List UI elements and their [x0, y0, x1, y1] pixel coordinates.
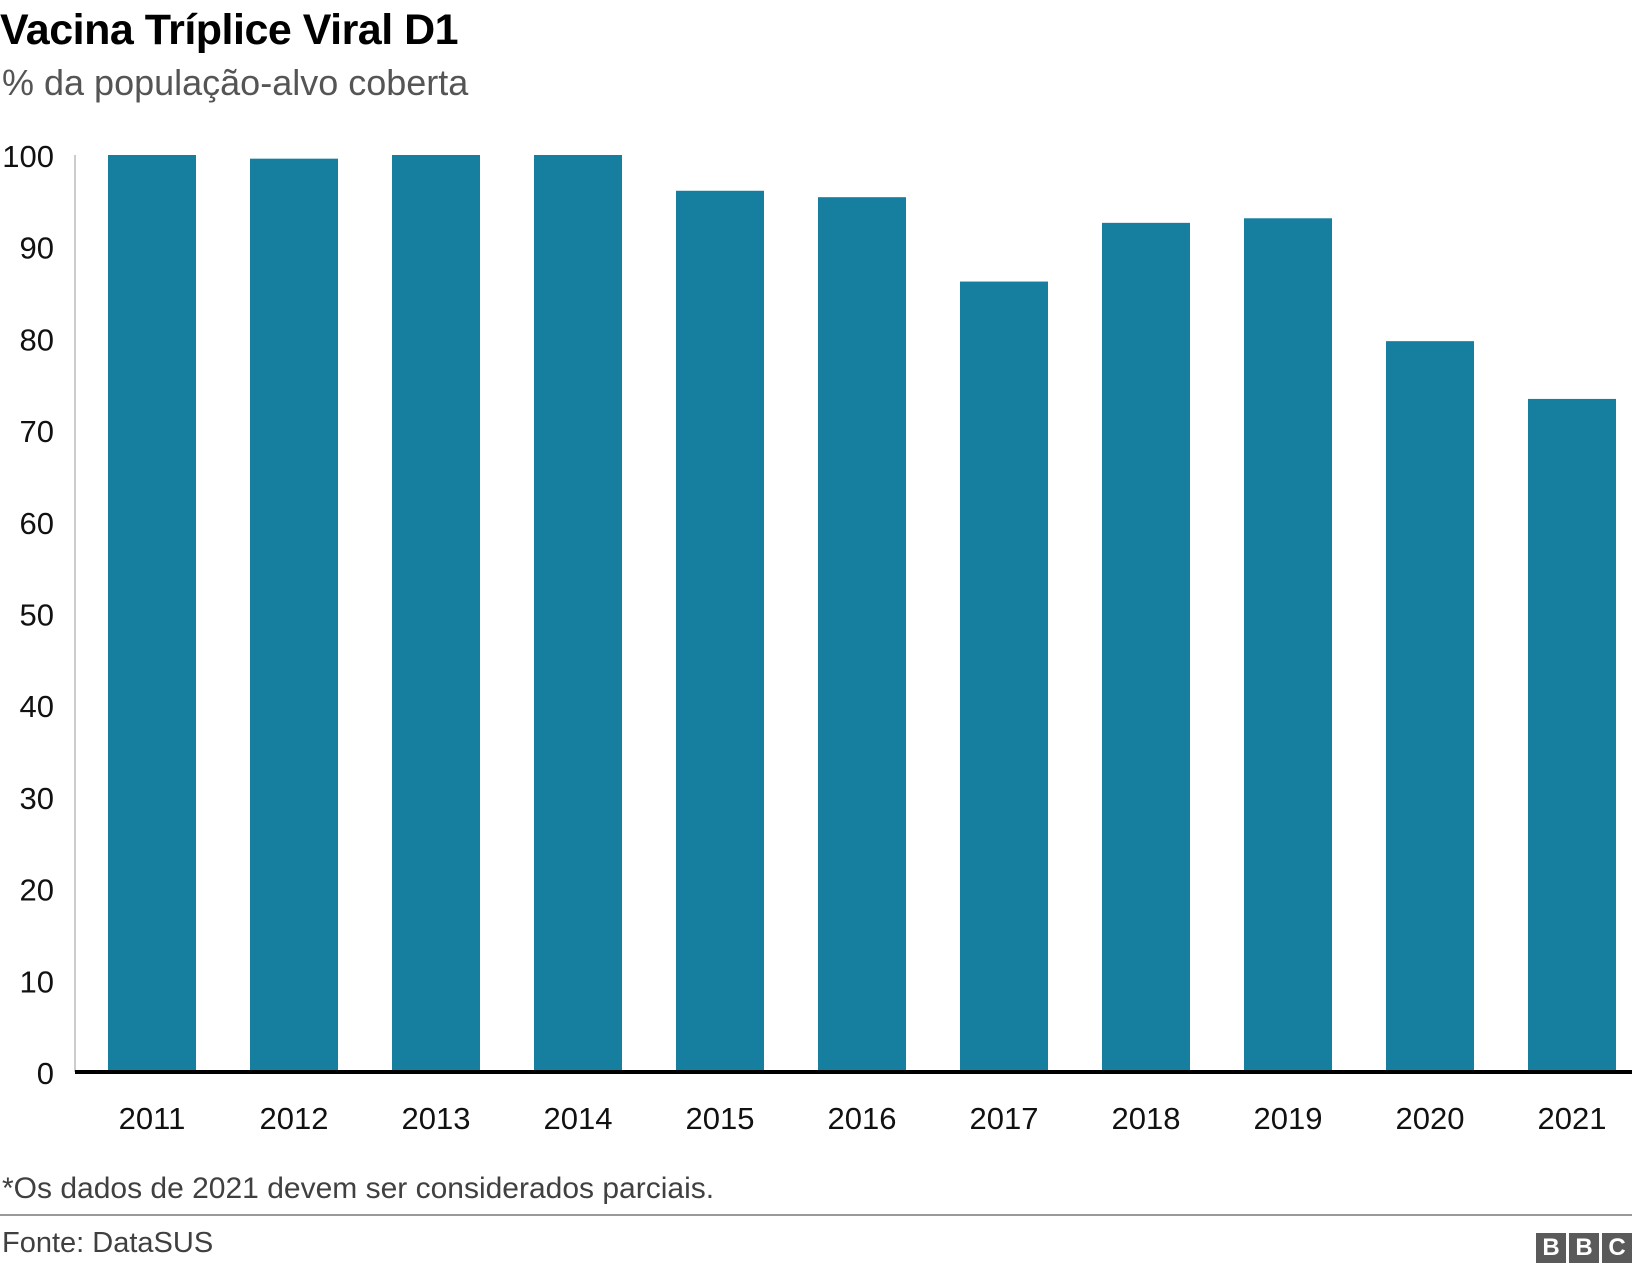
y-tick-label: 0: [37, 1056, 54, 1091]
y-tick-label: 50: [20, 598, 54, 633]
x-tick-label: 2021: [1538, 1101, 1607, 1136]
x-tick-label: 2012: [260, 1101, 329, 1136]
bbc-logo-letter: C: [1602, 1233, 1632, 1263]
x-tick-label: 2017: [970, 1101, 1039, 1136]
y-tick-label: 70: [20, 414, 54, 449]
x-tick-label: 2016: [828, 1101, 897, 1136]
bar-2017: [960, 281, 1048, 1072]
y-tick-label: 60: [20, 506, 54, 541]
bar-2021: [1528, 398, 1616, 1072]
y-tick-label: 40: [20, 689, 54, 724]
footnote: *Os dados de 2021 devem ser considerados…: [2, 1172, 715, 1205]
x-tick-label: 2013: [402, 1101, 471, 1136]
x-tick-label: 2011: [119, 1101, 186, 1136]
bar-2018: [1102, 222, 1190, 1072]
bbc-logo-letter: B: [1569, 1233, 1599, 1263]
bar-chart: 0 10 20 30 40 50 60 70 80 90 100 2011 2012 2013 2014 20…: [2, 139, 1632, 1136]
chart-subtitle: % da população-alvo coberta: [2, 62, 469, 103]
x-tick-label: 2020: [1396, 1101, 1465, 1136]
y-tick-label: 30: [20, 781, 54, 816]
bar-2014: [534, 155, 622, 1072]
chart-title: Vacina Tríplice Viral D1: [0, 6, 459, 54]
y-tick-label: 100: [2, 139, 54, 174]
y-tick-label: 90: [20, 231, 54, 266]
bar-2016: [818, 197, 906, 1072]
source-note: Fonte: DataSUS: [2, 1227, 214, 1259]
bbc-logo-letter: B: [1536, 1233, 1566, 1263]
x-tick-label: 2015: [686, 1101, 755, 1136]
y-tick-label: 20: [20, 873, 54, 908]
bar-2015: [676, 190, 764, 1072]
y-tick-label: 80: [20, 322, 54, 357]
bar-2012: [250, 158, 338, 1073]
bar-2011: [108, 155, 196, 1072]
footer-divider: [0, 1214, 1632, 1216]
y-tick-label: 10: [20, 964, 54, 999]
bbc-logo: B B C: [1536, 1233, 1632, 1263]
x-tick-label: 2018: [1112, 1101, 1181, 1136]
x-tick-label: 2019: [1254, 1101, 1323, 1136]
bar-2013: [392, 155, 480, 1072]
bar-2019: [1244, 218, 1332, 1072]
x-tick-label: 2014: [544, 1101, 613, 1136]
bar-2020: [1386, 341, 1474, 1072]
